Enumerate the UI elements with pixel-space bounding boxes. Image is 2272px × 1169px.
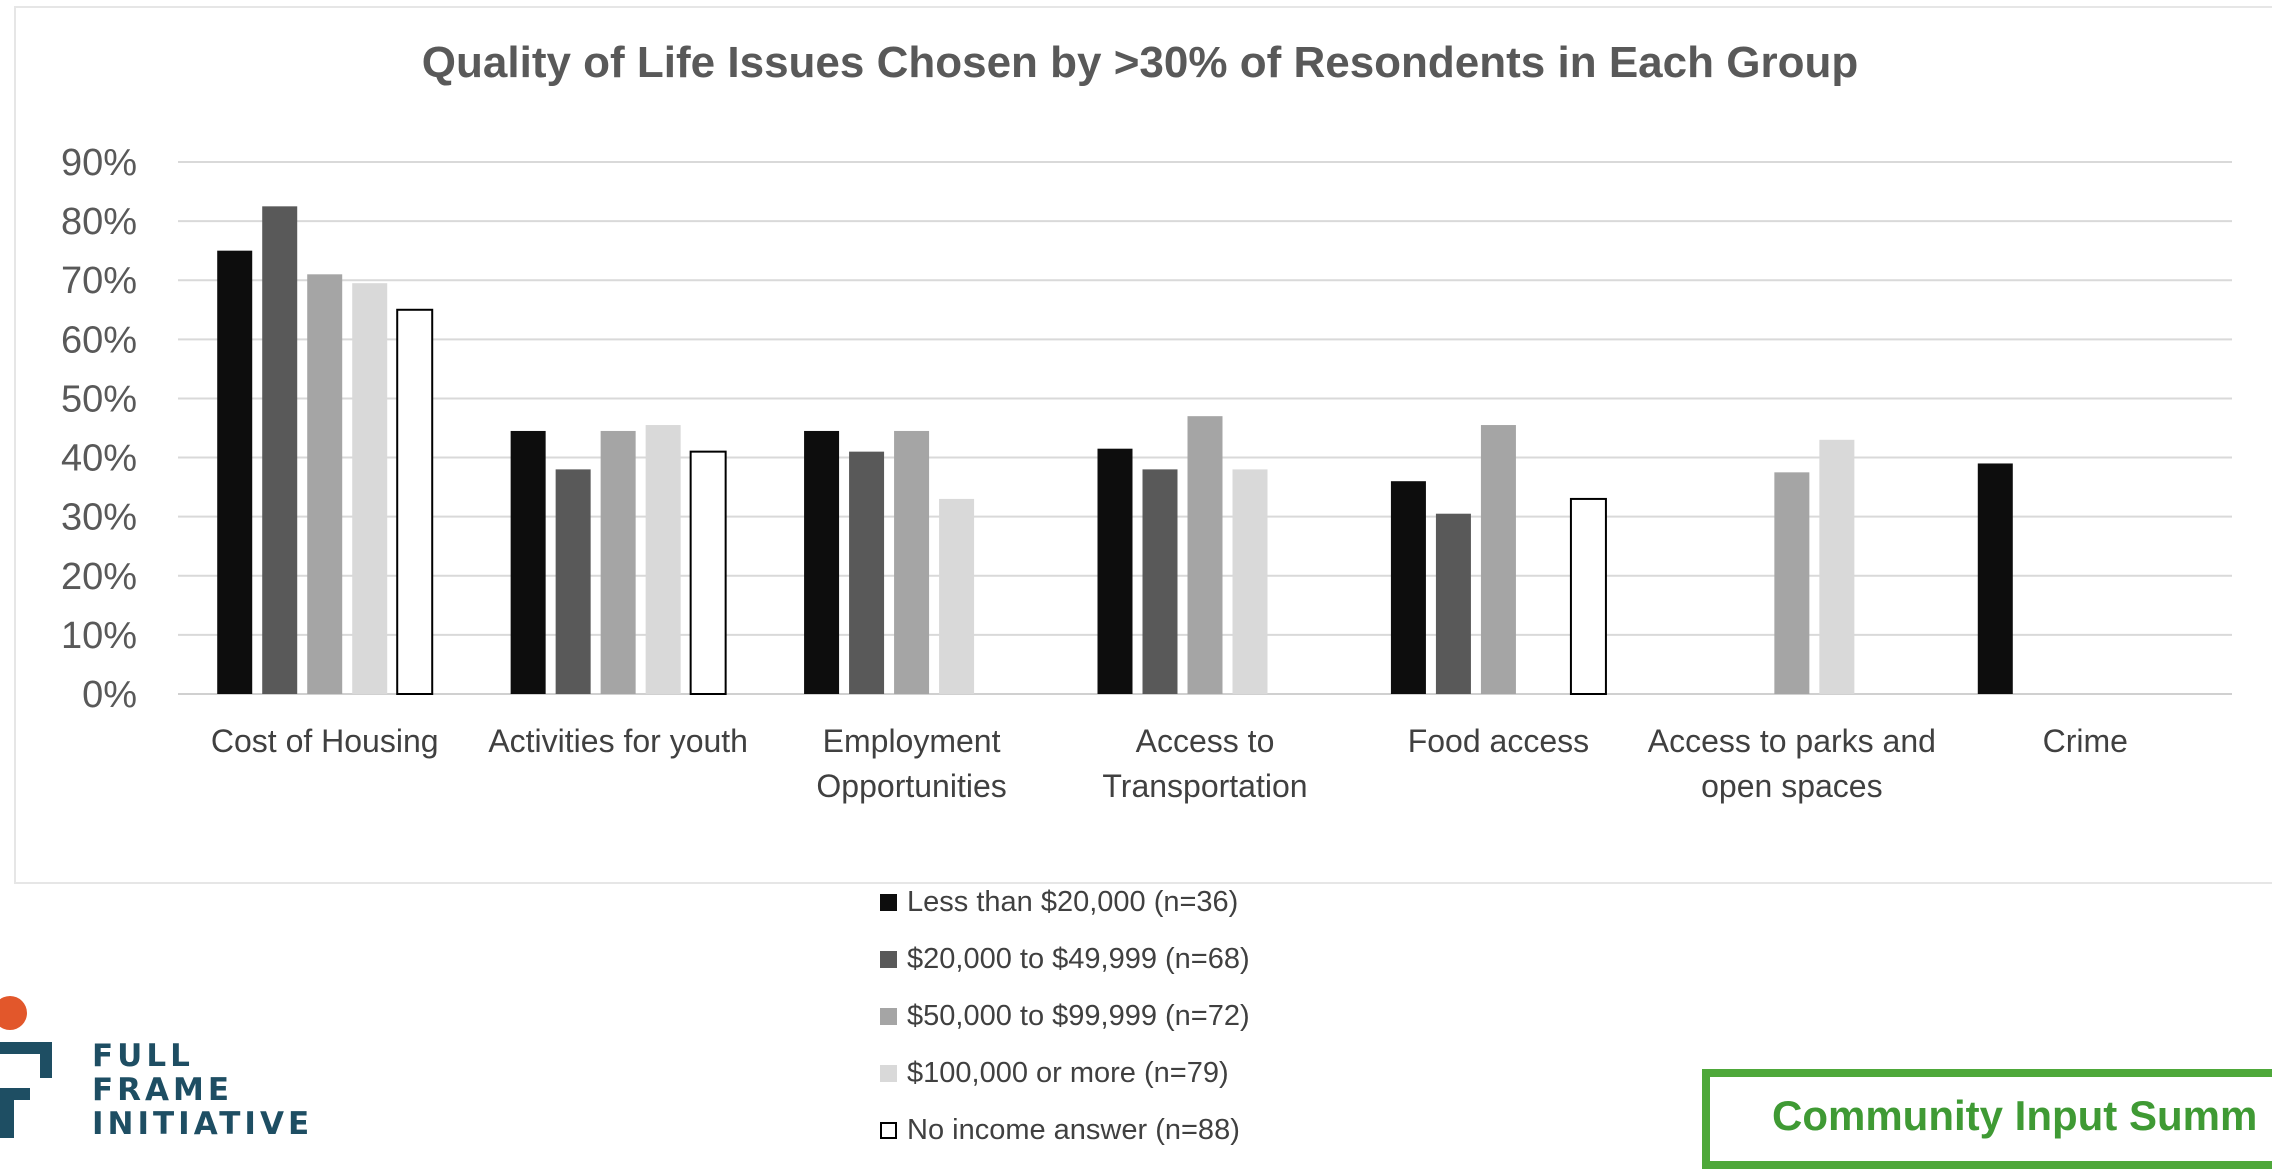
- logo-line-1: FULL: [92, 1038, 194, 1074]
- bar: [849, 451, 885, 694]
- x-category-label: Opportunities: [816, 768, 1006, 804]
- y-tick-label: 70%: [61, 260, 137, 302]
- legend-swatch: [880, 951, 897, 968]
- bar: [352, 283, 388, 694]
- bar: [217, 250, 253, 694]
- bar: [510, 430, 546, 694]
- bar: [894, 430, 930, 694]
- bar: [1390, 481, 1426, 694]
- bar: [1977, 463, 2013, 694]
- legend-label: Less than $20,000 (n=36): [907, 886, 1239, 918]
- bar: [1435, 513, 1471, 694]
- x-category-label: Cost of Housing: [211, 723, 439, 759]
- x-category-label: Activities for youth: [488, 723, 748, 759]
- y-tick-label: 50%: [61, 378, 137, 420]
- bar: [689, 450, 727, 695]
- bar: [1097, 448, 1133, 694]
- bar: [307, 274, 343, 694]
- y-tick-label: 10%: [61, 615, 137, 657]
- full-frame-initiative-logo: [0, 996, 52, 1138]
- y-tick-label: 40%: [61, 438, 137, 480]
- bar: [1480, 425, 1516, 694]
- bar: [1819, 439, 1855, 694]
- legend-item: $50,000 to $99,999 (n=72): [880, 988, 1250, 1045]
- bar: [1569, 497, 1607, 695]
- bar: [262, 206, 298, 695]
- y-tick-label: 80%: [61, 201, 137, 243]
- footer-banner-label: Community Input Summ: [1772, 1092, 2258, 1139]
- bar: [804, 430, 840, 694]
- chart-title: Quality of Life Issues Chosen by >30% of…: [422, 38, 1858, 87]
- legend-swatch: [880, 1122, 897, 1139]
- legend-item: $100,000 or more (n=79): [880, 1045, 1250, 1102]
- bar: [600, 430, 636, 694]
- y-tick-label: 30%: [61, 497, 137, 539]
- legend-swatch: [880, 1008, 897, 1025]
- bar: [1774, 472, 1810, 694]
- legend-item: Less than $20,000 (n=36): [880, 874, 1250, 931]
- y-tick-label: 60%: [61, 319, 137, 361]
- chart-frame: [14, 6, 2272, 884]
- logo-line-2: FRAME: [92, 1072, 234, 1108]
- legend-label: No income answer (n=88): [907, 1114, 1240, 1146]
- legend-label: $20,000 to $49,999 (n=68): [907, 943, 1250, 975]
- bar: [645, 425, 681, 694]
- bar: [396, 308, 434, 695]
- legend-item: No income answer (n=88): [880, 1102, 1250, 1159]
- bar: [1232, 469, 1268, 694]
- y-tick-label: 20%: [61, 556, 137, 598]
- x-category-label: Transportation: [1102, 768, 1307, 804]
- x-category-label: Crime: [2043, 723, 2128, 759]
- bar: [1142, 469, 1178, 694]
- legend-label: $50,000 to $99,999 (n=72): [907, 1000, 1250, 1032]
- logo-line-3: INITIATIVE: [92, 1106, 314, 1142]
- legend-swatch: [880, 894, 897, 911]
- legend-label: $100,000 or more (n=79): [907, 1057, 1229, 1089]
- y-tick-label: 90%: [61, 142, 137, 184]
- x-category-label: Access to: [1136, 723, 1275, 759]
- bar: [1187, 416, 1223, 694]
- legend-item: $20,000 to $49,999 (n=68): [880, 931, 1250, 988]
- logo-wordmark: FULL FRAME INITIATIVE: [92, 1039, 313, 1141]
- bar: [555, 469, 591, 694]
- x-category-label: Food access: [1408, 723, 1589, 759]
- chart-legend: Less than $20,000 (n=36) $20,000 to $49,9…: [880, 874, 1250, 1159]
- bar: [939, 498, 975, 694]
- x-category-label: Access to parks and: [1648, 723, 1936, 759]
- x-category-label: Employment: [823, 723, 1001, 759]
- y-tick-label: 0%: [82, 674, 137, 716]
- x-category-label: open spaces: [1701, 768, 1882, 804]
- legend-swatch: [880, 1065, 897, 1082]
